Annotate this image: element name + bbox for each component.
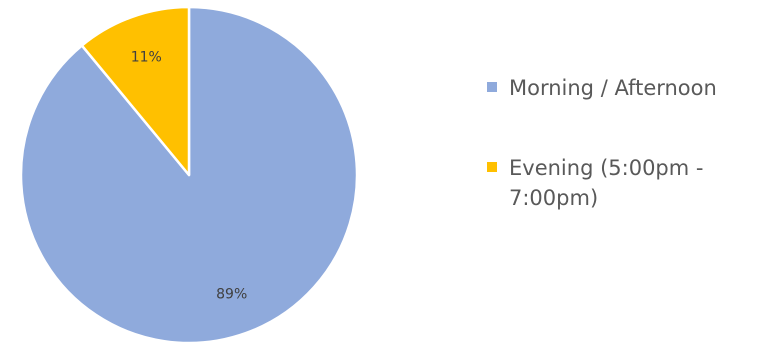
legend-swatch-0 [487,82,497,92]
legend-item-1: Evening (5:00pm - 7:00pm) [487,156,703,210]
legend-label-0-line-0: Morning / Afternoon [509,76,717,100]
pie-slice-1 [80,5,191,177]
data-label-1: 11% [131,49,162,65]
legend-swatch-1 [487,162,497,172]
pie-data-labels: 89% 11% [131,49,248,302]
legend-label-1-line-0: Evening (5:00pm - [509,156,703,180]
legend-item-0: Morning / Afternoon [487,76,717,100]
chart-legend: Morning / Afternoon Evening (5:00pm - 7:00… [487,76,717,210]
pie-slices [19,5,359,345]
data-label-0: 89% [216,287,247,303]
legend-label-1-line-1: 7:00pm) [509,186,598,210]
